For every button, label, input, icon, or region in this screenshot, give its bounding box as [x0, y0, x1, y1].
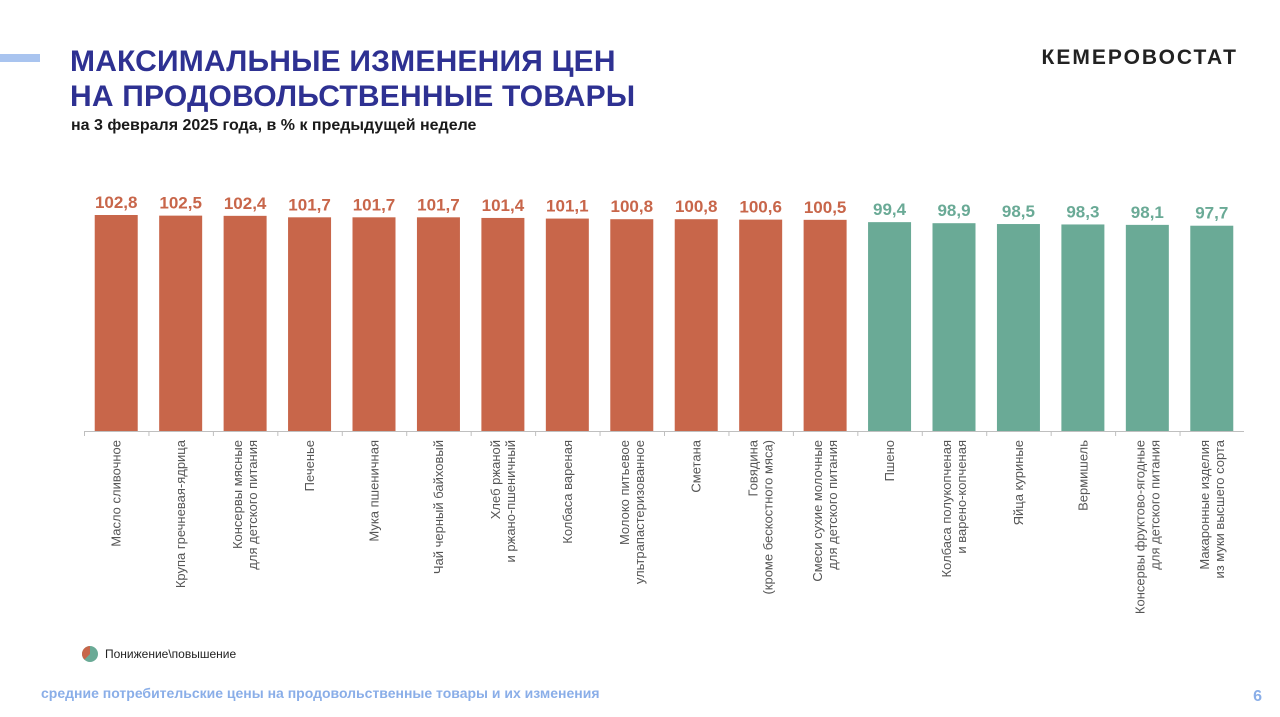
category-label: Смеси сухие молочные для детского питания: [810, 440, 840, 582]
accent-bar: [0, 54, 40, 62]
category-label-line: Сметана: [689, 439, 704, 492]
category-label-line: Макаронные изделия: [1197, 440, 1212, 570]
category-label: Молоко питьевое ультрапастеризованное: [617, 440, 647, 584]
category-label: Яйца куриные: [1011, 440, 1026, 525]
category-label-line: Смеси сухие молочные: [810, 440, 825, 582]
category-label-line: Хлеб ржаной: [488, 440, 503, 519]
price-change-bar-chart: 102,8 Масло сливочное 102,5 Крупа гречневая…: [84, 193, 1244, 614]
bar-value-label: 100,8: [611, 197, 654, 216]
category-label-line: и варено-копченая: [954, 440, 969, 554]
page-number: 6: [1253, 688, 1262, 705]
bar: [223, 215, 267, 431]
category-label-line: Печенье: [302, 440, 317, 491]
legend-label: Понижение\повышение: [105, 647, 237, 661]
category-label-line: для детского питания: [825, 440, 840, 570]
category-label-line: из муки высшего сорта: [1212, 439, 1227, 578]
category-label-line: Колбаса полукопченая: [939, 440, 954, 577]
bar-value-label: 98,1: [1131, 203, 1164, 222]
bar: [739, 219, 783, 431]
bar: [610, 219, 654, 431]
bar: [1061, 224, 1105, 431]
category-label: Сметана: [689, 439, 704, 492]
category-label: Колбаса полукопченая и варено-копченая: [939, 440, 969, 577]
bar-value-label: 102,5: [159, 194, 202, 213]
bar: [94, 215, 138, 431]
bar-value-label: 100,8: [675, 197, 718, 216]
category-label: Крупа гречневая-ядрица: [173, 439, 188, 588]
category-label: Пшено: [882, 440, 897, 481]
category-label: Говядина (кроме бескостного мяса): [746, 439, 776, 594]
category-label-line: Крупа гречневая-ядрица: [173, 439, 188, 588]
bar: [416, 217, 460, 431]
bar-value-label: 101,1: [546, 197, 589, 216]
category-label-line: Чай черный байховый: [431, 440, 446, 574]
category-label-line: для детского питания: [245, 440, 260, 570]
category-label-line: ультрапастеризованное: [632, 440, 647, 584]
category-label-line: для детского питания: [1147, 440, 1162, 570]
bar: [288, 217, 332, 431]
bar: [996, 224, 1040, 431]
category-label: Печенье: [302, 440, 317, 491]
footer-link-text[interactable]: средние потребительские цены на продовол…: [41, 685, 600, 701]
kemerovostat-logo: КЕМЕРОВОСТАТ: [1041, 46, 1238, 69]
bar-value-label: 98,5: [1002, 202, 1035, 221]
category-label-line: (кроме бескостного мяса): [761, 440, 776, 595]
category-label: Вермишель: [1075, 440, 1090, 511]
category-label-line: Вермишель: [1075, 440, 1090, 511]
category-label: Хлеб ржаной и ржано-пшеничный: [488, 440, 518, 562]
chart-legend: Понижение\повышение: [81, 645, 236, 663]
category-label-line: Консервы фруктово-ягодные: [1132, 440, 1147, 614]
bar-value-label: 101,7: [417, 195, 460, 214]
category-label-line: Пшено: [882, 440, 897, 481]
bar: [932, 223, 976, 431]
bar-value-label: 102,4: [224, 194, 267, 213]
category-label: Колбаса вареная: [560, 440, 575, 544]
bar: [803, 219, 847, 431]
bar-value-label: 97,7: [1195, 204, 1228, 223]
category-label: Консервы мясные для детского питания: [230, 440, 260, 570]
bar: [1190, 225, 1234, 431]
page-title: МАКСИМАЛЬНЫЕ ИЗМЕНЕНИЯ ЦЕН НА ПРОДОВОЛЬС…: [70, 44, 635, 114]
category-label: Чай черный байховый: [431, 440, 446, 574]
bar: [545, 218, 589, 431]
title-line-1: МАКСИМАЛЬНЫЕ ИЗМЕНЕНИЯ ЦЕН: [70, 45, 616, 78]
category-label: Консервы фруктово-ягодные для детского пи…: [1132, 440, 1162, 614]
bar-value-label: 100,5: [804, 198, 847, 217]
page-subtitle: на 3 февраля 2025 года, в % к предыдущей…: [71, 117, 477, 134]
category-label-line: Мука пшеничная: [367, 440, 382, 542]
category-label-line: Молоко питьевое: [617, 440, 632, 545]
category-label-line: Яйца куриные: [1011, 440, 1026, 525]
category-label-line: Консервы мясные: [230, 440, 245, 549]
bar: [481, 217, 525, 431]
bar: [674, 219, 718, 431]
bar-value-label: 98,3: [1066, 202, 1099, 221]
title-line-2: НА ПРОДОВОЛЬСТВЕННЫЕ ТОВАРЫ: [70, 80, 636, 113]
bar-value-label: 100,6: [739, 198, 782, 217]
bar: [352, 217, 396, 431]
bar: [159, 215, 203, 431]
category-label-line: Колбаса вареная: [560, 440, 575, 544]
category-label: Макаронные изделия из муки высшего сорта: [1197, 439, 1227, 578]
bar-value-label: 101,7: [288, 195, 331, 214]
category-label-line: и ржано-пшеничный: [503, 440, 518, 562]
bar: [868, 222, 912, 431]
bar-value-label: 99,4: [873, 200, 907, 219]
bar-value-label: 101,7: [353, 195, 396, 214]
category-label-line: Говядина: [746, 439, 761, 496]
category-label-line: Масло сливочное: [109, 440, 124, 547]
legend-split-circle-icon: [81, 646, 98, 662]
category-label: Мука пшеничная: [367, 440, 382, 542]
bar: [1125, 224, 1169, 431]
bar-value-label: 101,4: [482, 196, 525, 215]
bar-value-label: 102,8: [95, 193, 138, 212]
bar-value-label: 98,9: [937, 201, 970, 220]
category-label: Масло сливочное: [109, 440, 124, 547]
